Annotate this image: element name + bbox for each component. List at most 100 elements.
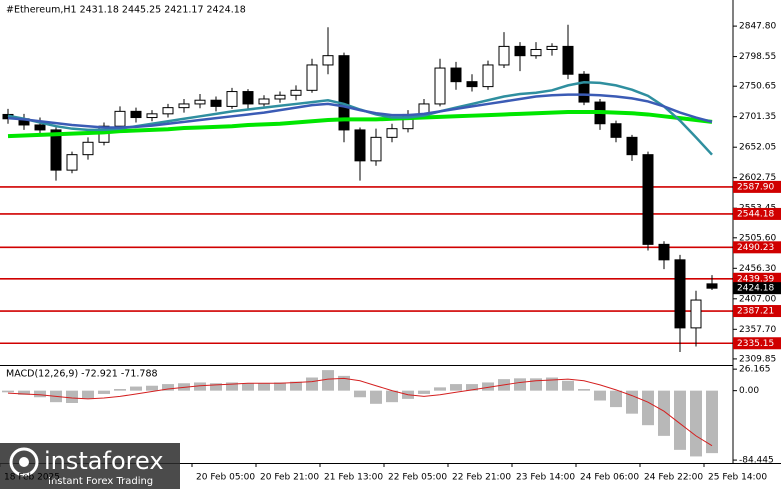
macd-bar [146,385,158,391]
macd-bar [226,382,238,391]
x-tick-label: 25 Feb 14:00 [708,473,767,483]
candle-body [562,45,574,75]
candle-body [34,124,46,131]
y-tick-label: 2847.80 [739,22,776,32]
logo-tagline: Instant Forex Trading [48,476,153,487]
candle-body [322,55,334,66]
macd-bar [290,381,302,391]
signal-line [7,377,713,447]
x-tick-label: 22 Feb 21:00 [452,473,511,483]
y-tick-label: 2602.75 [739,173,776,183]
x-tick-label: 23 Feb 14:00 [516,473,575,483]
macd-bar [258,383,270,391]
candle-body [642,154,654,245]
y-tick-label: 2309.85 [739,354,776,364]
candle-body [498,45,510,66]
y-tick-label: -84.445 [739,456,774,466]
macd-bar [418,390,430,394]
macd-bar [194,382,206,391]
chart-title: #Ethereum,H1 2431.18 2445.25 2421.17 242… [6,5,246,16]
macd-bar [306,377,318,391]
level-label-box [733,207,781,220]
candle-body [690,299,702,329]
logo: instaforex Instant Forex Trading [0,443,180,489]
level-label-box [733,305,781,318]
candle-body [658,243,670,261]
candle-body [514,45,526,57]
macd-bar [370,390,382,404]
candle-body [162,107,174,115]
level-label: 2387.21 [737,307,774,317]
macd-bar [594,390,606,401]
macd-bar [98,390,110,394]
x-tick-label: 24 Feb 06:00 [580,473,639,483]
y-tick-label: 26.165 [739,365,771,375]
macd-bar [66,390,78,403]
x-tick-label: 24 Feb 22:00 [644,473,703,483]
macd-bar [82,390,94,399]
candle-body [290,89,302,96]
macd-bar [466,384,478,391]
macd-bar [210,383,222,391]
candle-body [626,136,638,156]
y-tick-label: 2456.30 [739,264,776,274]
macd-bar [610,390,622,408]
indicator-label: MACD(12,26,9) -72.921 -71.788 [6,369,158,380]
last-price-label: 2424.18 [737,284,774,294]
candle-body [706,283,718,289]
candle-body [306,64,318,91]
macd-bar [578,389,590,391]
candle-body [674,259,686,329]
candle-body [610,123,622,138]
macd-bar [2,390,14,393]
level-label-box [733,241,781,254]
level-label: 2490.23 [737,243,774,253]
candle-body [130,110,142,119]
macd-bar [322,370,334,391]
macd-bar [434,387,446,391]
moving-average [7,109,713,139]
y-tick-label: 2798.55 [739,52,776,62]
candle-body [226,91,238,107]
macd-bar [338,375,350,391]
macd-bar [674,390,686,450]
macd-bar [546,377,558,391]
candle-body [114,110,126,127]
macd-bar [130,386,142,391]
macd-bar [706,390,718,454]
candle-body [386,128,398,138]
logo-icon [19,457,29,467]
level-label: 2439.39 [737,274,774,284]
macd-bar [562,380,574,391]
macd-bar [450,384,462,391]
candle-body [82,141,94,156]
macd-bar [274,382,286,391]
candle-body [146,113,158,119]
x-tick-label: 21 Feb 13:00 [324,473,383,483]
plot [0,24,737,467]
level-label-box [733,337,781,350]
macd-bar [354,390,366,398]
candle-body [210,99,222,107]
level-label-box [733,272,781,285]
candle-body [482,64,494,88]
last-price-box [733,282,781,295]
macd-bar [482,382,494,391]
level-label-box [733,180,781,193]
x-tick-label: 22 Feb 05:00 [388,473,447,483]
macd-bar [34,390,46,398]
candle-body [546,45,558,50]
level-label: 2335.15 [737,339,774,349]
y-tick-label: 2701.35 [739,112,776,122]
x-tick-label: 20 Feb 05:00 [196,473,255,483]
macd-bar [114,389,126,391]
y-tick-label: 2750.65 [739,82,776,92]
macd-bar [514,378,526,391]
x-tick-label: 18 Feb 2025 [4,473,60,483]
candle-body [578,73,590,103]
logo-brand: instaforex [44,447,164,475]
x-tick-label: 20 Feb 21:00 [260,473,319,483]
macd-bar [162,384,174,391]
y-tick-label: 2652.05 [739,143,776,153]
